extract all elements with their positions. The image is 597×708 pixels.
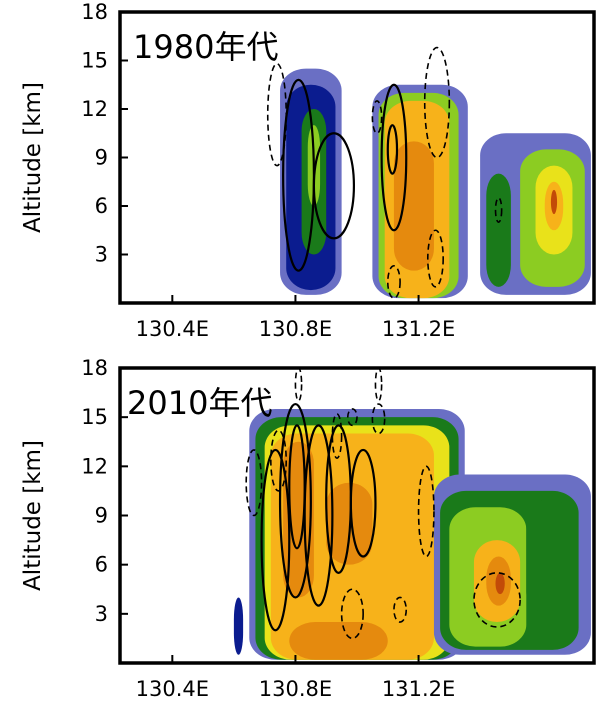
shaded-cell (495, 572, 505, 595)
panel-1980s: 3 6 9 12 15 18 130.4E 130.8E 131.2E Altitude [km]… (20, 0, 596, 341)
dashed-contour (294, 368, 303, 402)
dashed-contour (346, 408, 358, 427)
dashed-contour (340, 588, 364, 640)
solid-contour (386, 124, 399, 175)
dashed-contour (423, 46, 451, 159)
x-tick-label: 130.4E (136, 317, 209, 341)
dashed-contour (266, 62, 288, 167)
solid-contour (312, 132, 356, 240)
y-tick-label: 3 (95, 602, 108, 626)
shaded-cell (289, 622, 388, 660)
contours (245, 368, 521, 640)
y-tick-label: 6 (95, 194, 108, 218)
x-tick-label: 130.8E (259, 317, 332, 341)
shaded-cell (233, 597, 244, 655)
solid-contour (303, 424, 334, 607)
y-tick-label: 18 (81, 356, 108, 380)
y-axis-label: Altitude [km] (20, 82, 46, 233)
y-tick-label: 9 (95, 504, 108, 528)
panel-title: 2010年代 (127, 384, 272, 422)
dashed-contour (393, 596, 408, 623)
contours (266, 46, 503, 299)
dashed-contour (386, 265, 401, 299)
dashed-contour (374, 368, 383, 402)
solid-contour (380, 83, 408, 232)
dashed-contour (270, 429, 288, 492)
dashed-contour (371, 403, 386, 435)
dashed-contour (473, 572, 521, 628)
dashed-contour (417, 465, 435, 558)
dashed-contour (426, 229, 444, 288)
x-tick-label: 130.8E (259, 677, 332, 701)
x-tick-label: 131.2E (382, 317, 455, 341)
y-tick-label: 18 (81, 0, 108, 24)
solid-contour (260, 448, 291, 632)
y-tick-label: 15 (81, 49, 108, 73)
y-tick-label: 15 (81, 405, 108, 429)
shaded-cell (550, 189, 558, 215)
x-tick-label: 131.2E (382, 677, 455, 701)
dashed-contour (371, 100, 383, 135)
y-tick-label: 3 (95, 243, 108, 267)
x-tick-label: 130.4E (136, 677, 209, 701)
y-axis-label: Altitude [km] (20, 440, 46, 591)
shaded-cell (486, 173, 511, 287)
dashed-contour (494, 197, 503, 223)
dashed-contour (245, 449, 263, 517)
dashed-contour (331, 413, 343, 459)
y-tick-label: 12 (81, 97, 108, 121)
y-tick-label: 12 (81, 454, 108, 478)
y-tick-label: 9 (95, 146, 108, 170)
panel-title: 1980年代 (133, 28, 278, 66)
shaded-cell (526, 499, 573, 614)
y-tick-label: 6 (95, 553, 108, 577)
panel-2010s: 3 6 9 12 15 18 130.4E 130.8E 131.2E Altitude [km]… (20, 356, 596, 701)
solid-contour (278, 402, 312, 599)
solid-contour (349, 448, 377, 558)
shaded-cell (393, 141, 434, 271)
